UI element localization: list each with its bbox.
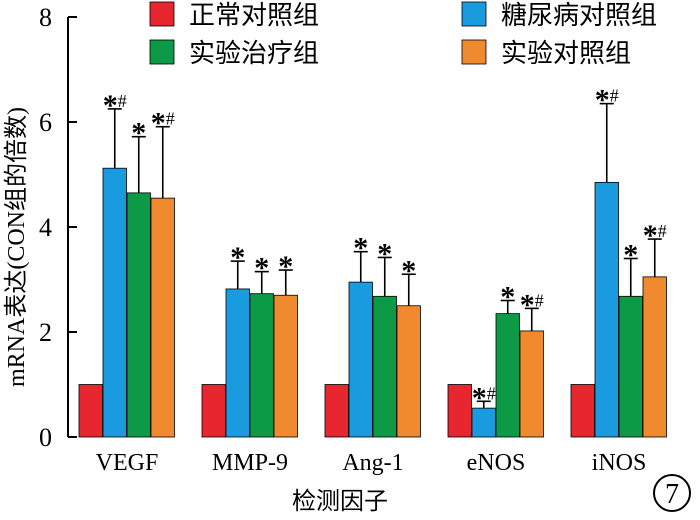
bar-group-inos: *#**# — [570, 84, 667, 438]
bar — [273, 294, 298, 438]
panel-label-badge: 7 — [653, 474, 691, 512]
significance-mark: * — [500, 281, 515, 314]
panel-label-circle — [653, 474, 691, 512]
legend-swatch — [149, 39, 175, 65]
significance-mark: *# — [151, 107, 175, 140]
legend-swatch — [461, 1, 487, 27]
legend-item: 正常对照组 — [149, 1, 319, 31]
significance-mark: *# — [643, 219, 667, 252]
legend-label: 实验治疗组 — [189, 39, 319, 69]
legend-label: 实验对照组 — [501, 39, 631, 69]
significance-mark: * — [230, 241, 245, 274]
x-tick-label: MMP-9 — [212, 450, 288, 476]
bar — [495, 313, 520, 438]
bar — [642, 276, 667, 438]
significance-mark: *# — [103, 89, 127, 122]
significance-mark: *# — [472, 381, 496, 414]
bar — [102, 167, 127, 438]
bar — [249, 293, 274, 438]
legend-label: 糖尿病对照组 — [501, 1, 657, 31]
y-axis-ticks: 0 2 4 6 8 — [39, 3, 77, 452]
bar — [324, 384, 349, 438]
bar — [372, 295, 397, 438]
bar — [201, 384, 226, 438]
significance-mark: * — [131, 117, 146, 150]
y-tick-label: 6 — [39, 108, 52, 137]
bar-group-enos: *#* *# — [447, 281, 544, 438]
x-tick-label: eNOS — [467, 450, 526, 476]
legend-item: 实验对照组 — [461, 39, 631, 69]
legend-label: 正常对照组 — [189, 1, 319, 31]
y-tick-label: 2 — [39, 318, 52, 347]
legend-swatch — [461, 39, 487, 65]
bar — [126, 192, 151, 438]
bar — [150, 197, 175, 438]
significance-mark: *# — [520, 288, 544, 321]
y-tick-label: 4 — [39, 213, 52, 242]
bar — [519, 330, 544, 438]
legend-swatch — [149, 1, 175, 27]
significance-mark: *# — [595, 84, 619, 117]
bar — [570, 384, 595, 438]
bar — [594, 181, 619, 438]
significance-mark: * — [401, 254, 416, 287]
significance-mark: * — [377, 237, 392, 270]
bar-group-mmp-9: * * * — [201, 241, 298, 438]
legend-item: 实验治疗组 — [149, 39, 319, 69]
x-tick-label: VEGF — [96, 450, 159, 476]
legend-item: 糖尿病对照组 — [461, 1, 657, 31]
x-axis-label: 检测因子 — [292, 487, 388, 515]
significance-mark: * — [278, 250, 293, 283]
bar — [348, 281, 373, 438]
bar — [396, 305, 421, 438]
panel-label: 7 — [665, 479, 679, 510]
plot-area: *#* *#* * ** ***#* *#*#**# — [78, 84, 667, 438]
x-tick-label: iNOS — [592, 450, 647, 476]
x-axis-tick-labels: VEGF MMP-9 Ang-1 eNOS iNOS — [96, 450, 647, 476]
bar — [618, 295, 643, 438]
x-tick-label: Ang-1 — [342, 450, 403, 476]
significance-mark: * — [353, 232, 368, 265]
bar — [225, 288, 250, 438]
bar — [447, 384, 472, 438]
bar — [78, 384, 103, 438]
bar-group-ang-1: * * * — [324, 232, 421, 438]
significance-mark: * — [254, 252, 269, 285]
y-tick-label: 0 — [39, 423, 52, 452]
y-axis-label: mRNA表达(CON组的倍数) — [3, 107, 30, 387]
bar-group-vegf: *#* *# — [78, 89, 175, 438]
significance-mark: * — [623, 239, 638, 272]
y-tick-label: 8 — [39, 3, 52, 32]
